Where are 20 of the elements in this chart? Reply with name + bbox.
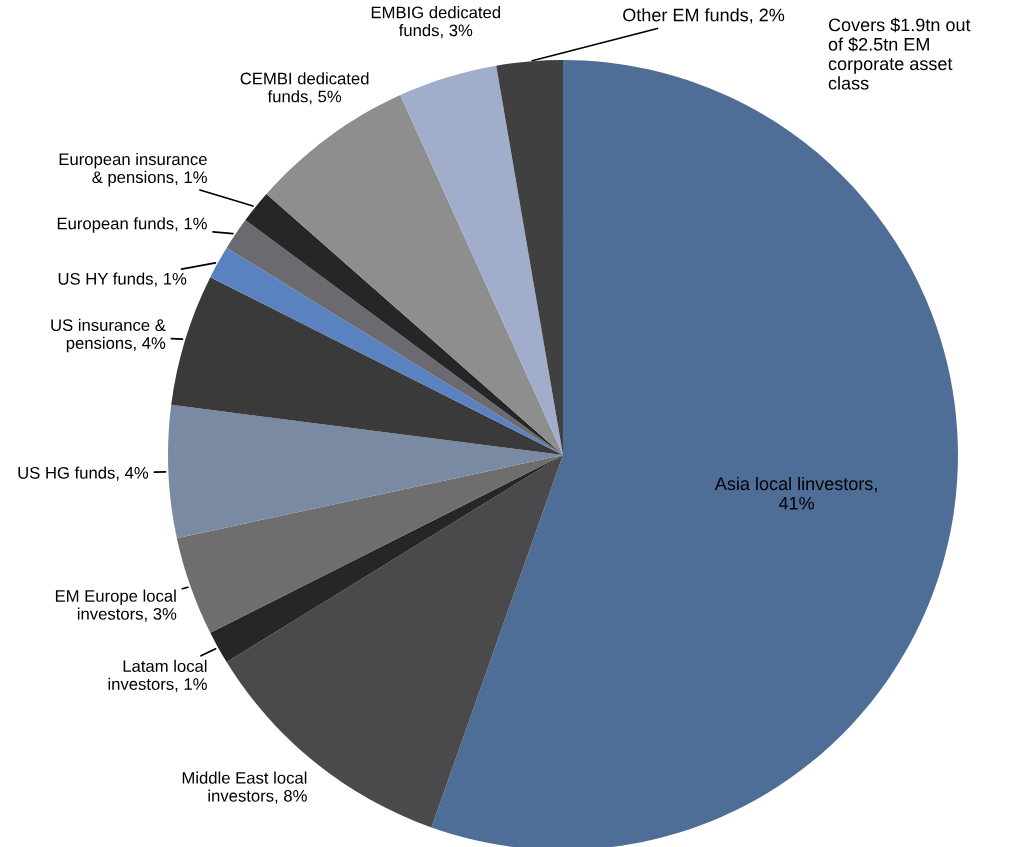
pie-slice	[210, 455, 563, 663]
slice-label: Latam local investors, 1%	[108, 659, 207, 692]
slice-label: European funds, 1%	[57, 217, 207, 233]
pie-slice	[431, 60, 958, 847]
slice-label: European insurance & pensions, 1%	[59, 152, 207, 187]
slice-label: EM Europe local investors, 3%	[55, 589, 177, 622]
slice-label: US HG funds, 4%	[18, 466, 149, 481]
text: Covers $1.9tn out of $2.5tn EM corporate asset class	[828, 17, 971, 90]
pie-slice	[210, 247, 563, 455]
slice-label: Middle East local investors, 8%	[182, 771, 307, 804]
slice-label: US HY funds, 1%	[58, 272, 187, 287]
pie-slice	[168, 404, 563, 539]
slice-label: CEMBI dedicated funds, 5%	[240, 72, 369, 105]
slice-label: US insurance & pensions, 4%	[51, 318, 166, 353]
pie-slice	[496, 60, 563, 455]
slice-label: Other EM funds, 2%	[623, 8, 785, 24]
slice-label: EMBIG dedicated funds, 3%	[371, 6, 501, 39]
slice-label: Asia local linvestors, 41%	[714, 476, 877, 510]
pie-slice	[400, 65, 563, 455]
pie-slice	[176, 455, 563, 633]
